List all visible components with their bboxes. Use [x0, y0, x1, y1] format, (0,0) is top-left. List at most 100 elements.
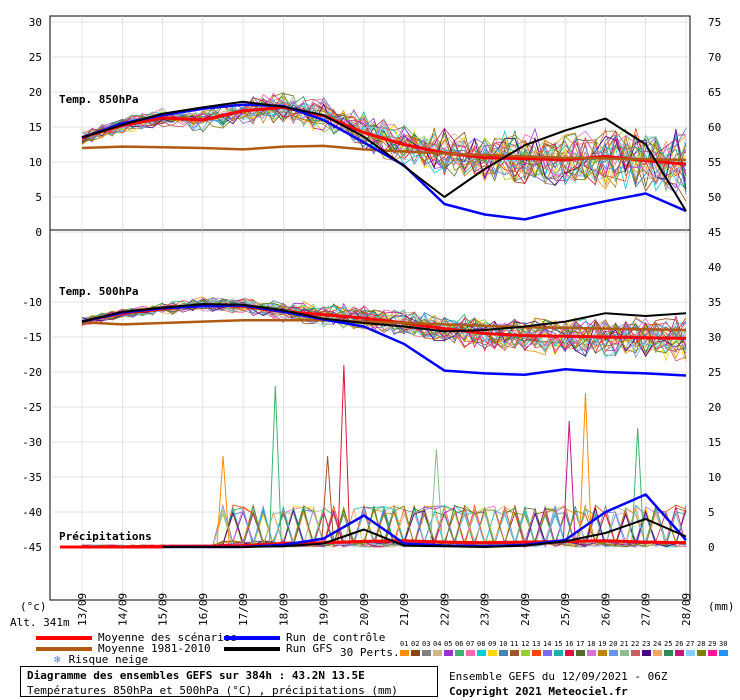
ensemble-run-label: Ensemble GEFS du 12/09/2021 - 06Z: [449, 670, 668, 683]
pert-number: 18: [587, 640, 596, 648]
pert-color: [653, 650, 662, 656]
pert-color: [477, 650, 486, 656]
pert-number: 09: [488, 640, 497, 648]
legend-climatology: Moyenne 1981-2010: [36, 642, 211, 655]
series-gfs-2: [82, 518, 687, 548]
pert-color: [488, 650, 497, 656]
pert-number: 30: [719, 640, 728, 648]
pert-color: [455, 650, 464, 656]
altitude-label: Alt. 341m: [10, 616, 70, 629]
y-tick-850: 10: [29, 156, 42, 169]
pert-number: 16: [565, 640, 574, 648]
pert-color: [400, 650, 409, 656]
y-tick-500: -35: [22, 471, 42, 484]
pert-number: 02: [411, 640, 420, 648]
pert-color: [444, 650, 453, 656]
pert-line-500: [81, 299, 687, 362]
series-gfs-1: [81, 303, 687, 333]
y-tick-right: 20: [708, 401, 721, 414]
pert-number: 21: [620, 640, 629, 648]
pert-color: [609, 650, 618, 656]
y-tick-850: 20: [29, 86, 42, 99]
x-tick: 28/09: [680, 593, 693, 626]
precip-peak: [429, 448, 443, 545]
y-tick-500: -25: [22, 401, 42, 414]
pert-color: [664, 650, 673, 656]
y-tick-500: -20: [22, 366, 42, 379]
legend-control-swatch: [224, 636, 280, 640]
legend-gfs-swatch: [224, 647, 280, 651]
pert-number: 25: [664, 640, 673, 648]
pert-color: [499, 650, 508, 656]
y-tick-850: 30: [29, 16, 42, 29]
pert-color: [510, 650, 519, 656]
pert-number: 29: [708, 640, 717, 648]
pert-number: 23: [642, 640, 651, 648]
legend-mean-swatch: [36, 636, 92, 640]
pert-number: 20: [609, 640, 618, 648]
pert-color: [708, 650, 717, 656]
pert-number: 28: [697, 640, 706, 648]
plot-frame: [49, 15, 691, 601]
x-tick: 17/09: [237, 593, 250, 626]
y-tick-right: 70: [708, 51, 721, 64]
legend-climatology-swatch: [36, 647, 92, 651]
label-t850: Temp. 850hPa: [59, 93, 138, 106]
x-tick: 13/09: [76, 593, 89, 626]
x-tick: 14/09: [116, 593, 129, 626]
pert-number: 26: [675, 640, 684, 648]
pert-number: 06: [455, 640, 464, 648]
pert-color: [620, 650, 629, 656]
y-tick-850: 0: [35, 226, 42, 239]
y-tick-right: 75: [708, 16, 721, 29]
unit-right: (mm): [708, 600, 735, 613]
y-tick-right: 65: [708, 86, 721, 99]
perturbations-label: 30 Perts.: [340, 646, 400, 659]
legend-snow-label: Risque neige: [68, 653, 149, 666]
pert-line-850: [81, 96, 687, 182]
legend-control-label: Run de contrôle: [286, 631, 386, 644]
label-precip: Précipitations: [59, 530, 152, 543]
series-control-1: [81, 304, 687, 377]
legend-snow: ❄ Risque neige: [54, 653, 148, 666]
series-control-2: [82, 493, 687, 549]
y-tick-right: 40: [708, 261, 721, 274]
footer-title: Diagramme des ensembles GEFS sur 384h : …: [27, 669, 365, 682]
pert-color: [466, 650, 475, 656]
pert-number: 22: [631, 640, 640, 648]
pert-number: 11: [510, 640, 519, 648]
y-tick-right: 50: [708, 191, 721, 204]
pert-color: [422, 650, 431, 656]
y-tick-850: 25: [29, 51, 42, 64]
series-gfs-0: [81, 100, 687, 212]
x-tick: 15/09: [157, 593, 170, 626]
copyright: Copyright 2021 Meteociel.fr: [449, 685, 628, 698]
y-tick-right: 35: [708, 296, 721, 309]
pert-line-850: [81, 98, 687, 183]
pert-color: [686, 650, 695, 656]
pert-number: 08: [477, 640, 486, 648]
precip-peak: [321, 455, 335, 545]
grid: [50, 16, 690, 600]
y-tick-right: 60: [708, 121, 721, 134]
legend-gfs-label: Run GFS: [286, 642, 333, 655]
label-t500: Temp. 500hPa: [59, 285, 138, 298]
y-tick-right: 15: [708, 436, 721, 449]
y-tick-right: 30: [708, 331, 721, 344]
pert-color: [565, 650, 574, 656]
series-lines: [60, 100, 687, 549]
pert-number: 04: [433, 640, 442, 648]
x-tick: 23/09: [479, 593, 492, 626]
y-tick-right: 25: [708, 366, 721, 379]
pert-color: [642, 650, 651, 656]
x-tick: 19/09: [318, 593, 331, 626]
y-tick-500: -30: [22, 436, 42, 449]
pert-color: [631, 650, 640, 656]
pert-color: [411, 650, 420, 656]
y-tick-500: -10: [22, 296, 42, 309]
y-tick-right: 5: [708, 506, 715, 519]
footer-subtitle: Températures 850hPa et 500hPa (°C) , pré…: [27, 684, 398, 697]
x-tick: 24/09: [519, 593, 532, 626]
precip-peak: [337, 364, 351, 545]
pert-number: 10: [499, 640, 508, 648]
